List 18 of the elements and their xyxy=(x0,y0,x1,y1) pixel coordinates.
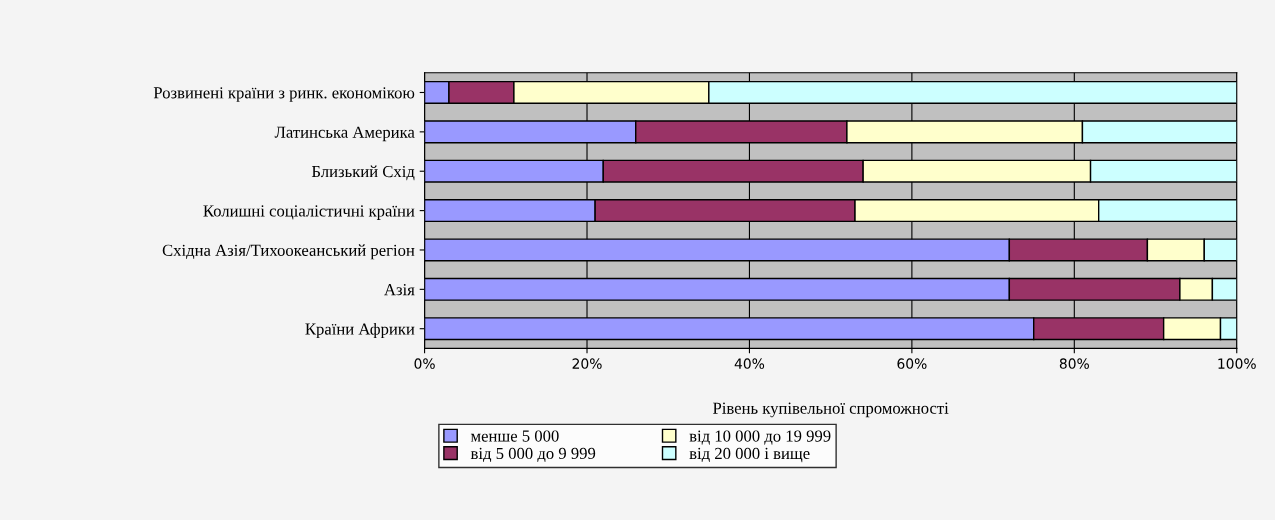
x-tick-label: 100% xyxy=(1218,358,1256,369)
x-tick-label: 80% xyxy=(1059,358,1089,369)
x-tick-label: 0% xyxy=(414,358,435,369)
x-tick-label: 40% xyxy=(734,358,765,369)
y-tick-label: Азія xyxy=(384,284,415,296)
legend-label: від 5 000 до 9 999 xyxy=(470,447,596,463)
x-tick-label: 60% xyxy=(897,358,927,369)
legend-label: від 20 000 і вище xyxy=(689,447,810,463)
y-tick-label: Розвинені країни з ринк. економікою xyxy=(153,87,415,102)
y-tick-label: Колишні соціалістичні країни xyxy=(203,205,415,220)
y-tick-label: Близький Схід xyxy=(311,165,415,181)
legend-label: від 10 000 до 19 999 xyxy=(689,430,831,445)
x-axis-title: Рівень купівельної спроможності xyxy=(713,402,949,418)
x-tick-label: 20% xyxy=(572,358,602,369)
y-tick-label: Східна Азія/Тихоокеанський регіон xyxy=(162,244,415,260)
y-tick-label: Латинська Америка xyxy=(274,126,415,142)
y-tick-label: Країни Африки xyxy=(305,322,415,339)
legend-label: менше 5 000 xyxy=(470,430,559,442)
